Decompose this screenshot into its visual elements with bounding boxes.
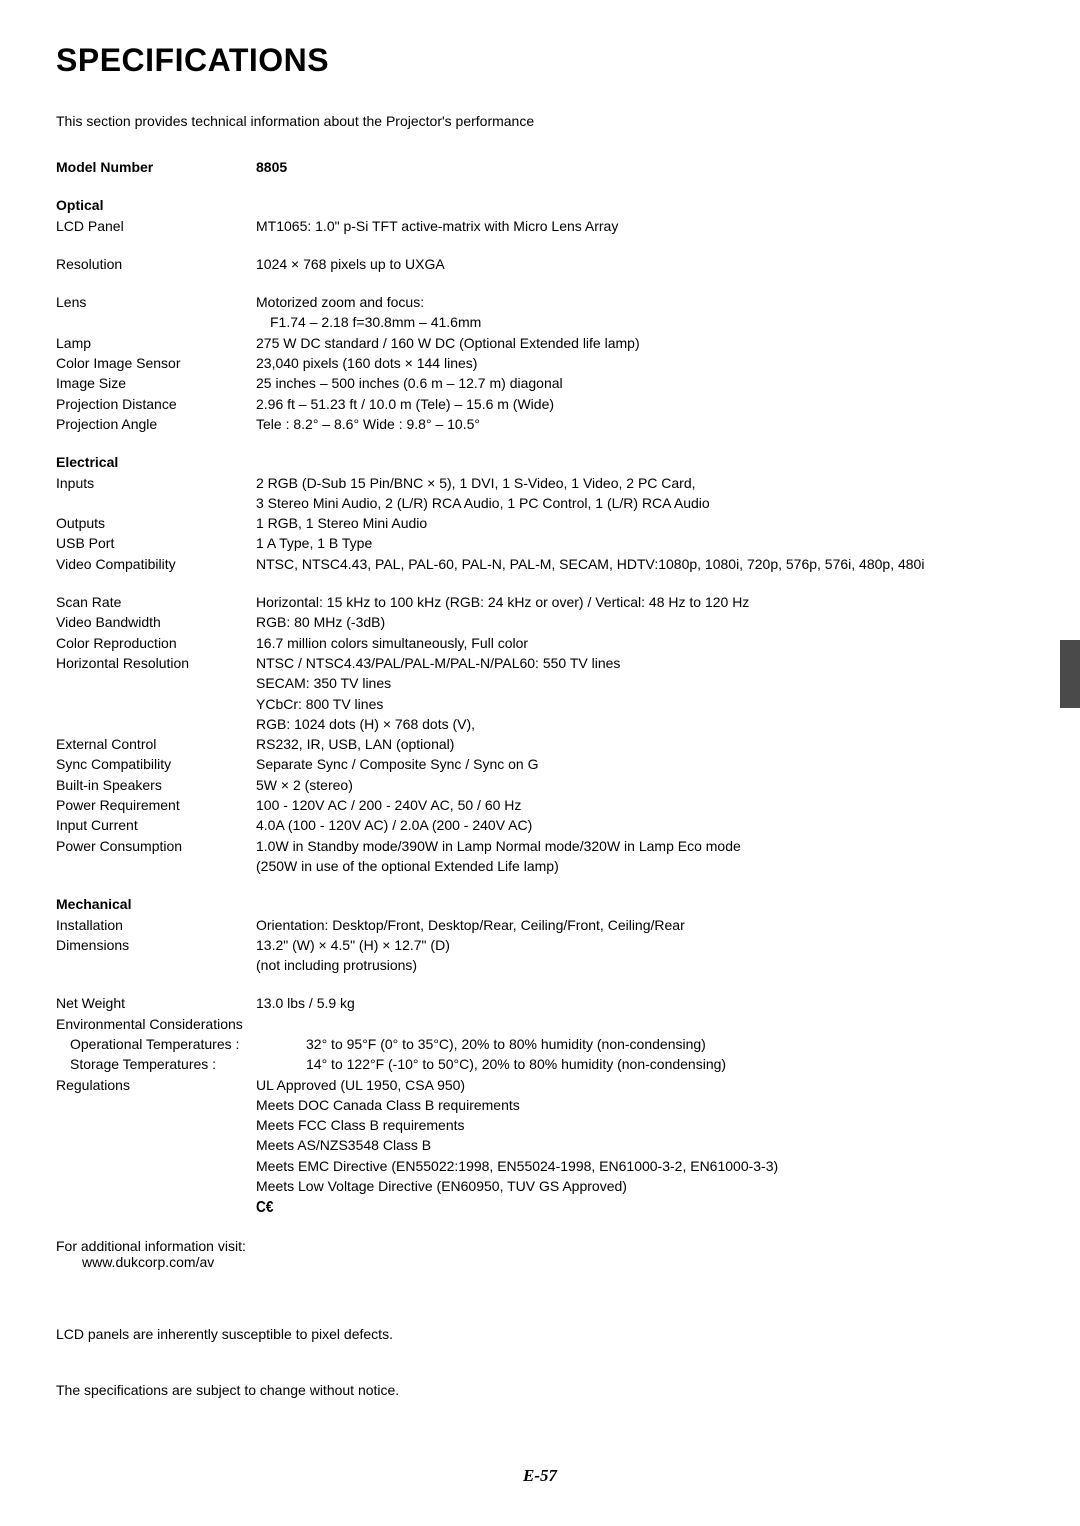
hres-v3: YCbCr: 800 TV lines (256, 694, 1024, 714)
proj-angle-value: Tele : 8.2° – 8.6° Wide : 9.8° – 10.5° (256, 414, 1024, 434)
dims-v2: (not including protrusions) (256, 955, 1024, 975)
color-sensor-label: Color Image Sensor (56, 353, 256, 373)
spec-table: Model Number 8805 Optical LCD Panel MT10… (56, 157, 1024, 1220)
op-temp-value: 32° to 95°F (0° to 35°C), 20% to 80% hum… (256, 1034, 1024, 1054)
regs-v6: Meets Low Voltage Directive (EN60950, TU… (256, 1176, 1024, 1196)
speakers-label: Built-in Speakers (56, 775, 256, 795)
hres-label: Horizontal Resolution (56, 653, 256, 673)
additional-info: For additional information visit: www.du… (56, 1238, 1024, 1270)
dims-v1: 13.2" (W) × 4.5" (H) × 12.7" (D) (256, 935, 1024, 955)
sync-value: Separate Sync / Composite Sync / Sync on… (256, 754, 1024, 774)
input-current-value: 4.0A (100 - 120V AC) / 2.0A (200 - 240V … (256, 815, 1024, 835)
image-size-label: Image Size (56, 373, 256, 393)
inputs-value-2: 3 Stereo Mini Audio, 2 (L/R) RCA Audio, … (256, 493, 1024, 513)
ext-ctrl-value: RS232, IR, USB, LAN (optional) (256, 734, 1024, 754)
resolution-label: Resolution (56, 254, 256, 274)
usb-label: USB Port (56, 533, 256, 553)
ext-ctrl-label: External Control (56, 734, 256, 754)
bandwidth-label: Video Bandwidth (56, 612, 256, 632)
image-size-value: 25 inches – 500 inches (0.6 m – 12.7 m) … (256, 373, 1024, 393)
regs-v4: Meets AS/NZS3548 Class B (256, 1135, 1024, 1155)
additional-url: www.dukcorp.com/av (56, 1254, 1024, 1270)
st-temp-label: Storage Temperatures : (56, 1054, 256, 1074)
intro-text: This section provides technical informat… (56, 113, 1024, 129)
proj-angle-label: Projection Angle (56, 414, 256, 434)
weight-value: 13.0 lbs / 5.9 kg (256, 993, 1024, 1013)
power-req-label: Power Requirement (56, 795, 256, 815)
side-tab-marker (1060, 640, 1080, 708)
hres-v4: RGB: 1024 dots (H) × 768 dots (V), (256, 714, 1024, 734)
power-cons-v1: 1.0W in Standby mode/390W in Lamp Normal… (256, 836, 1024, 856)
model-label: Model Number (56, 157, 256, 177)
regs-v3: Meets FCC Class B requirements (256, 1115, 1024, 1135)
st-temp-value: 14° to 122°F (-10° to 50°C), 20% to 80% … (256, 1054, 1024, 1074)
inputs-label: Inputs (56, 473, 256, 493)
outputs-label: Outputs (56, 513, 256, 533)
op-temp-label: Operational Temperatures : (56, 1034, 256, 1054)
power-cons-v2: (250W in use of the optional Extended Li… (256, 856, 1024, 876)
regs-v5: Meets EMC Directive (EN55022:1998, EN550… (256, 1156, 1024, 1176)
proj-distance-value: 2.96 ft – 51.23 ft / 10.0 m (Tele) – 15.… (256, 394, 1024, 414)
hres-v2: SECAM: 350 TV lines (256, 673, 1024, 693)
electrical-heading: Electrical (56, 452, 1024, 472)
optical-heading: Optical (56, 195, 1024, 215)
speakers-value: 5W × 2 (stereo) (256, 775, 1024, 795)
dims-label: Dimensions (56, 935, 256, 955)
install-label: Installation (56, 915, 256, 935)
resolution-value: 1024 × 768 pixels up to UXGA (256, 254, 1024, 274)
regs-v1: UL Approved (UL 1950, CSA 950) (256, 1075, 1024, 1095)
footnote-2: The specifications are subject to change… (56, 1382, 1024, 1398)
power-req-value: 100 - 120V AC / 200 - 240V AC, 50 / 60 H… (256, 795, 1024, 815)
weight-label: Net Weight (56, 993, 256, 1013)
lens-label: Lens (56, 292, 256, 312)
video-compat-label: Video Compatibility (56, 554, 256, 574)
usb-value: 1 A Type, 1 B Type (256, 533, 1024, 553)
scan-rate-label: Scan Rate (56, 592, 256, 612)
video-compat-value: NTSC, NTSC4.43, PAL, PAL-60, PAL-N, PAL-… (256, 554, 1024, 574)
color-sensor-value: 23,040 pixels (160 dots × 144 lines) (256, 353, 1024, 373)
ce-mark: C€ (256, 1196, 1024, 1219)
page-title: SPECIFICATIONS (56, 42, 1024, 79)
regs-label: Regulations (56, 1075, 256, 1095)
scan-rate-value: Horizontal: 15 kHz to 100 kHz (RGB: 24 k… (256, 592, 1024, 612)
lcd-panel-value: MT1065: 1.0" p-Si TFT active-matrix with… (256, 216, 1024, 236)
color-rep-label: Color Reproduction (56, 633, 256, 653)
outputs-value: 1 RGB, 1 Stereo Mini Audio (256, 513, 1024, 533)
bandwidth-value: RGB: 80 MHz (-3dB) (256, 612, 1024, 632)
power-cons-label: Power Consumption (56, 836, 256, 856)
lcd-panel-label: LCD Panel (56, 216, 256, 236)
proj-distance-label: Projection Distance (56, 394, 256, 414)
footnote-1: LCD panels are inherently susceptible to… (56, 1326, 1024, 1342)
lamp-value: 275 W DC standard / 160 W DC (Optional E… (256, 333, 1024, 353)
page-number: E-57 (0, 1466, 1080, 1486)
inputs-value-1: 2 RGB (D-Sub 15 Pin/BNC × 5), 1 DVI, 1 S… (256, 473, 1024, 493)
lens-value-2: F1.74 – 2.18 f=30.8mm – 41.6mm (256, 312, 1024, 332)
env-label: Environmental Considerations (56, 1014, 1024, 1034)
input-current-label: Input Current (56, 815, 256, 835)
sync-label: Sync Compatibility (56, 754, 256, 774)
additional-line-1: For additional information visit: (56, 1238, 1024, 1254)
install-value: Orientation: Desktop/Front, Desktop/Rear… (256, 915, 1024, 935)
hres-v1: NTSC / NTSC4.43/PAL/PAL-M/PAL-N/PAL60: 5… (256, 653, 1024, 673)
mechanical-heading: Mechanical (56, 894, 1024, 914)
regs-v2: Meets DOC Canada Class B requirements (256, 1095, 1024, 1115)
lens-value-1: Motorized zoom and focus: (256, 292, 1024, 312)
color-rep-value: 16.7 million colors simultaneously, Full… (256, 633, 1024, 653)
lamp-label: Lamp (56, 333, 256, 353)
model-value: 8805 (256, 157, 1024, 177)
